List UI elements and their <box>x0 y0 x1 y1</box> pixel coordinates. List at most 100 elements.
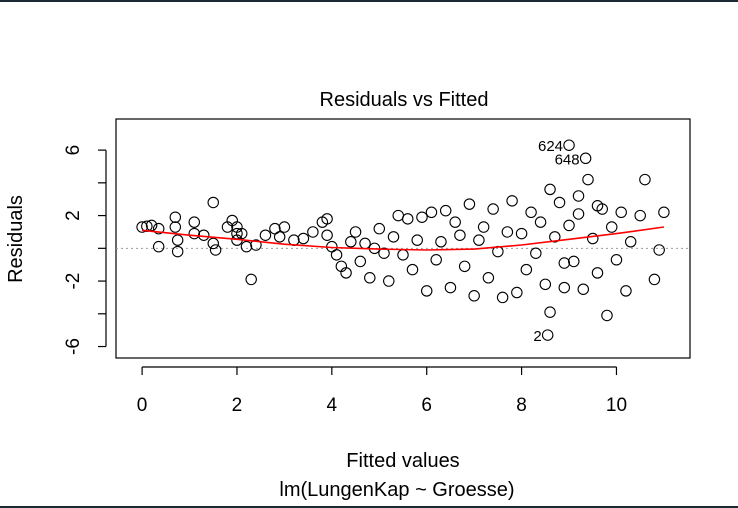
data-point <box>587 232 599 245</box>
data-point <box>549 231 561 243</box>
data-point <box>639 173 651 186</box>
data-point <box>349 226 362 238</box>
data-point <box>198 229 210 241</box>
smoother-line <box>142 226 665 251</box>
x-tick-label: 10 <box>606 395 627 416</box>
x-tick-label: 8 <box>516 395 527 416</box>
data-point <box>273 231 286 243</box>
data-point <box>321 229 333 241</box>
data-point <box>444 281 457 294</box>
x-tick-label: 4 <box>327 395 338 416</box>
data-point <box>207 196 219 209</box>
y-tick-label: 2 <box>63 210 84 221</box>
data-point <box>610 254 623 266</box>
data-point <box>487 203 499 215</box>
data-point <box>458 260 471 273</box>
data-point <box>378 247 390 259</box>
data-point <box>624 236 637 248</box>
data-point <box>511 286 523 299</box>
data-point <box>591 200 604 212</box>
data-point <box>416 211 428 223</box>
y-tick-label: 6 <box>63 145 84 156</box>
data-point <box>259 229 272 241</box>
data-point <box>406 263 419 276</box>
data-point <box>152 240 165 253</box>
data-point <box>473 234 485 246</box>
data-point <box>169 211 182 223</box>
data-point <box>568 255 580 268</box>
data-point <box>544 306 556 318</box>
data-point <box>354 255 367 268</box>
data-point <box>245 273 257 286</box>
data-point <box>563 139 575 151</box>
data-point <box>558 281 571 294</box>
chart-title: Residuals vs Fitted <box>320 89 489 111</box>
data-point <box>235 227 248 240</box>
data-point <box>307 226 319 238</box>
bottom-border <box>0 506 738 508</box>
data-point <box>387 231 400 243</box>
data-point <box>209 244 222 256</box>
data-point <box>430 254 442 266</box>
data-point <box>506 195 518 207</box>
data-point <box>340 267 352 279</box>
data-point <box>359 237 371 250</box>
data-point <box>515 227 528 240</box>
axes: 0 2 4 6 8 10 -6 -2 2 6 <box>63 118 691 416</box>
data-point <box>397 249 409 261</box>
data-point <box>572 190 585 202</box>
data-point <box>188 227 201 240</box>
outlier-label: 624 <box>538 138 563 155</box>
data-point <box>648 273 661 286</box>
data-point <box>544 183 556 196</box>
data-point <box>454 229 466 241</box>
data-point <box>620 285 632 297</box>
data-point <box>364 272 376 284</box>
top-border <box>0 0 738 2</box>
data-point <box>563 219 575 232</box>
data-point <box>577 283 590 295</box>
data-point <box>463 198 476 210</box>
chart-subtitle: lm(LungenKap ~ Groesse) <box>279 479 514 501</box>
data-point <box>207 237 219 250</box>
data-point <box>582 173 594 186</box>
data-point <box>345 236 357 248</box>
x-tick-label: 6 <box>421 395 432 416</box>
data-point <box>605 221 618 233</box>
data-point <box>288 234 300 246</box>
data-point <box>572 208 585 220</box>
data-point <box>653 244 665 256</box>
y-tick-label: -2 <box>63 273 84 290</box>
data-point <box>591 267 604 279</box>
data-point <box>541 329 554 341</box>
data-point <box>525 206 537 219</box>
data-point <box>435 236 447 248</box>
data-point <box>136 221 148 233</box>
data-point <box>297 232 310 245</box>
data-point <box>188 216 201 228</box>
data-point <box>520 263 533 276</box>
data-point <box>171 234 184 246</box>
data-point <box>658 206 670 219</box>
data-point <box>278 221 291 233</box>
data-point <box>383 275 395 287</box>
x-tick-label: 2 <box>232 395 243 416</box>
data-point <box>169 221 182 233</box>
data-point <box>330 249 343 261</box>
data-point <box>530 247 542 259</box>
data-point <box>468 290 480 302</box>
data-point <box>615 206 627 219</box>
data-point <box>321 213 333 225</box>
data-point <box>539 278 552 291</box>
y-axis-label: Residuals <box>5 195 27 283</box>
data-point <box>501 226 514 238</box>
data-point <box>553 196 566 209</box>
data-point <box>477 221 490 233</box>
data-point <box>601 309 613 322</box>
data-point <box>171 245 184 258</box>
data-point <box>449 216 461 228</box>
data-point <box>425 206 438 219</box>
data-point <box>392 209 405 222</box>
data-point <box>401 213 414 225</box>
data-point <box>634 209 646 222</box>
